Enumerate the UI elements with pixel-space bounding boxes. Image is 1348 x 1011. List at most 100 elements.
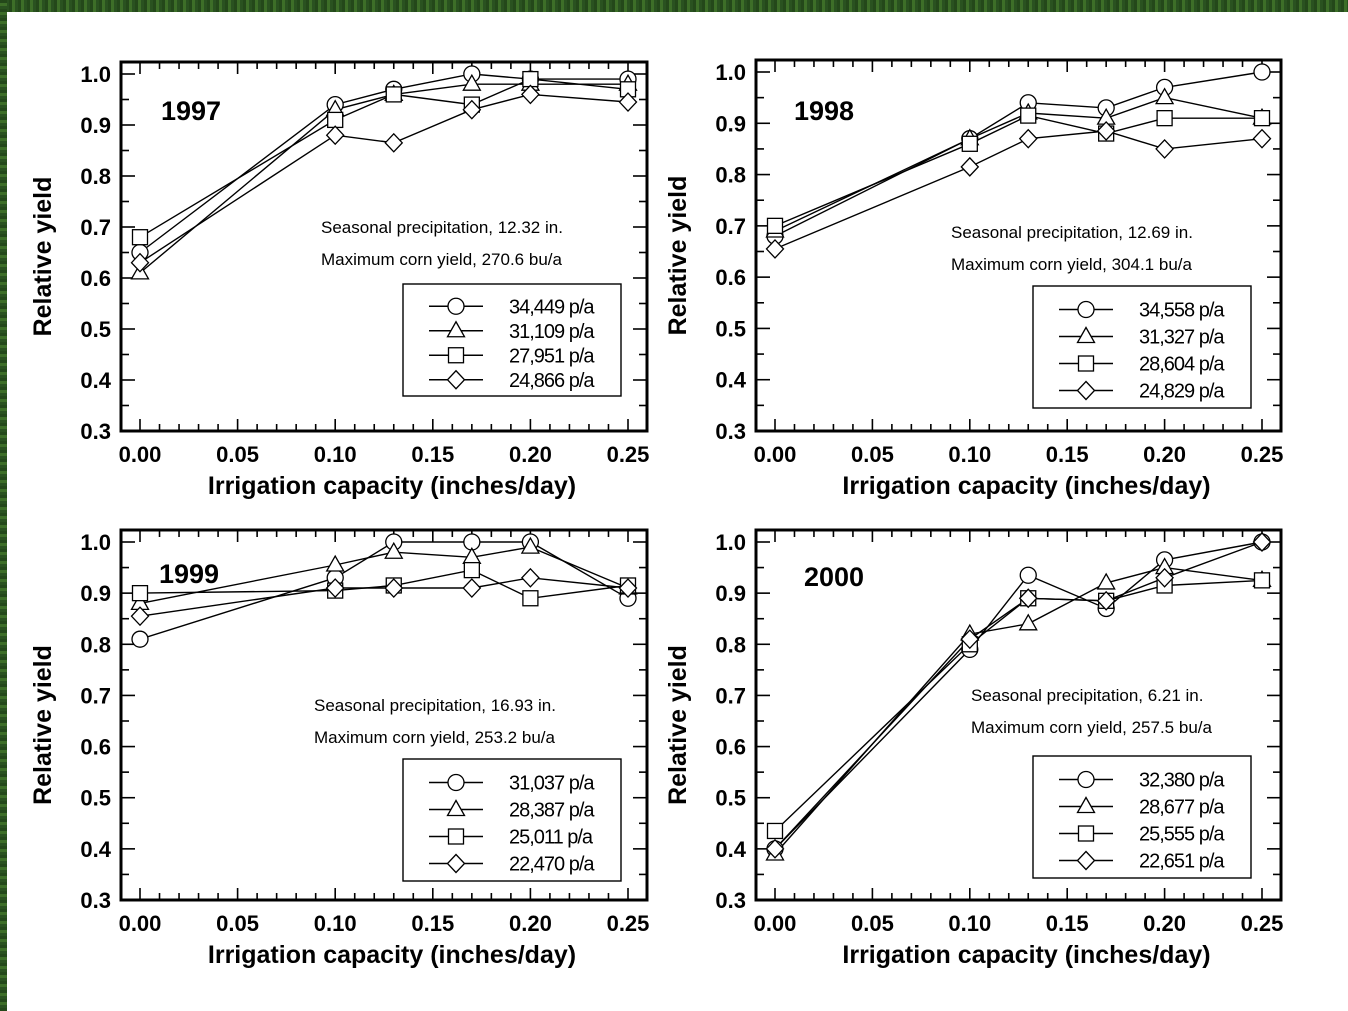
data-point-triangle (520, 536, 541, 554)
y-tick-label: 0.3 (80, 888, 111, 913)
panel-year-title: 2000 (804, 562, 864, 592)
legend-box (1032, 285, 1252, 409)
max-yield-annotation: Maximum corn yield, 270.6 bu/a (321, 250, 562, 269)
precipitation-annotation: Seasonal precipitation, 16.93 in. (314, 696, 556, 715)
plot-frame (754, 58, 1283, 433)
legend: 34,558 p/a 31,327 p/a 28,604 p/a 24,829 p/a (1032, 285, 1252, 409)
legend-marker-circle (1077, 770, 1095, 789)
x-tick-label: 0.00 (754, 911, 797, 936)
data-point-square (522, 590, 539, 607)
legend-marker-diamond (1076, 380, 1096, 401)
data-point-square (1020, 107, 1037, 124)
legend-marker-triangle (446, 799, 466, 817)
data-point-triangle (325, 554, 345, 572)
x-tick-label: 0.10 (948, 442, 991, 467)
data-point-diamond (765, 238, 785, 259)
y-tick-label: 0.3 (80, 419, 111, 444)
legend-marker-square (447, 347, 465, 364)
data-point-triangle (462, 73, 482, 91)
data-point-diamond (1096, 121, 1116, 141)
data-point-square (766, 822, 784, 840)
data-point-diamond (462, 578, 482, 598)
data-point-square (961, 135, 978, 152)
series-line-square (774, 114, 1262, 227)
plot-frame (119, 528, 649, 902)
y-tick-label: 0.7 (80, 215, 111, 240)
series-line-circle (774, 541, 1263, 850)
x-tick-label: 0.15 (1046, 442, 1089, 467)
max-yield-annotation: Maximum corn yield, 253.2 bu/a (314, 728, 555, 747)
y-tick-label: 0.7 (80, 683, 111, 708)
legend-marker-triangle (1076, 326, 1096, 344)
x-tick-label: 0.05 (216, 442, 259, 467)
data-point-diamond (130, 606, 150, 627)
x-tick-label: 0.20 (1143, 442, 1186, 467)
series-line-triangle (774, 96, 1263, 232)
data-point-square (1253, 572, 1271, 589)
max-yield-annotation: Maximum corn yield, 304.1 bu/a (951, 255, 1192, 274)
legend-marker-triangle (446, 320, 466, 338)
y-tick-label: 0.3 (715, 888, 746, 913)
series-line-triangle (774, 566, 1263, 855)
data-point-circle (131, 630, 149, 648)
chart-panel-1998: 0.00 0.05 0.10 0.15 0.20 0.25 0.3 0.4 0.5 0.6 0.7 0… (664, 58, 1283, 500)
x-axis-title: Irrigation capacity (inches/day) (842, 472, 1210, 500)
data-point-diamond (325, 578, 345, 598)
precipitation-annotation: Seasonal precipitation, 6.21 in. (971, 686, 1204, 705)
data-point-triangle (1154, 87, 1175, 105)
y-tick-label: 0.9 (715, 111, 746, 136)
y-tick-label: 0.4 (80, 368, 111, 393)
legend-label: 25,555 p/a (1139, 824, 1225, 846)
x-tick-label: 0.25 (1241, 911, 1284, 936)
data-point-diamond (521, 567, 540, 588)
data-point-diamond (384, 578, 404, 598)
legend-label: 24,866 p/a (509, 370, 595, 392)
data-point-triangle (1096, 572, 1116, 590)
data-point-diamond (1252, 128, 1272, 149)
legend-marker-circle (447, 297, 465, 315)
x-tick-label: 0.05 (216, 911, 259, 936)
legend-marker-diamond (446, 369, 466, 390)
legend: 32,380 p/a 28,677 p/a 25,555 p/a 22,651 p/a (1032, 755, 1252, 879)
x-tick-label: 0.20 (509, 442, 552, 467)
legend-marker-square (447, 828, 465, 845)
data-point-diamond (1018, 128, 1038, 149)
x-axis-title: Irrigation capacity (inches/day) (208, 472, 576, 500)
chart-panel-2000: 0.00 0.05 0.10 0.15 0.20 0.25 0.3 0.4 0.5 0.6 0.7 0… (664, 528, 1284, 969)
panel-year-title: 1998 (794, 96, 854, 126)
series-line-triangle (139, 546, 629, 605)
data-point-square (1156, 110, 1173, 127)
y-tick-label: 0.6 (715, 735, 746, 760)
y-tick-label: 0.9 (715, 581, 746, 606)
series-line-square (139, 78, 629, 238)
legend-box (1032, 755, 1252, 879)
plot-frame (119, 60, 649, 433)
data-point-diamond (521, 84, 540, 105)
x-tick-label: 0.05 (851, 911, 894, 936)
precipitation-annotation: Seasonal precipitation, 12.32 in. (321, 218, 563, 237)
panel-year-title: 1997 (161, 96, 221, 126)
y-tick-label: 0.7 (715, 214, 746, 239)
y-tick-label: 0.4 (715, 368, 746, 393)
legend-marker-diamond (1076, 850, 1096, 871)
data-point-square (131, 584, 149, 602)
y-tick-label: 1.0 (80, 62, 111, 87)
background-border-top (0, 0, 1348, 12)
relative-yield-figure: 0.00 0.05 0.10 0.15 0.20 0.25 0.3 0.4 0.5 0.6 0.7 0… (29, 58, 1284, 969)
legend-marker-triangle (1076, 796, 1096, 814)
data-point-circle (1019, 566, 1037, 584)
y-tick-label: 0.6 (715, 265, 746, 290)
data-point-square (522, 70, 539, 88)
series-line-circle (139, 541, 629, 640)
x-tick-label: 0.15 (411, 442, 454, 467)
precipitation-annotation: Seasonal precipitation, 12.69 in. (951, 223, 1193, 242)
y-tick-label: 1.0 (715, 60, 746, 85)
y-tick-label: 0.8 (80, 632, 111, 657)
data-point-triangle (384, 541, 404, 559)
y-tick-label: 0.6 (80, 266, 111, 291)
legend-label: 28,387 p/a (509, 800, 595, 822)
legend-label: 28,677 p/a (1139, 797, 1225, 819)
data-point-diamond (960, 629, 980, 650)
data-point-square (1253, 110, 1271, 127)
x-tick-label: 0.25 (607, 911, 650, 936)
